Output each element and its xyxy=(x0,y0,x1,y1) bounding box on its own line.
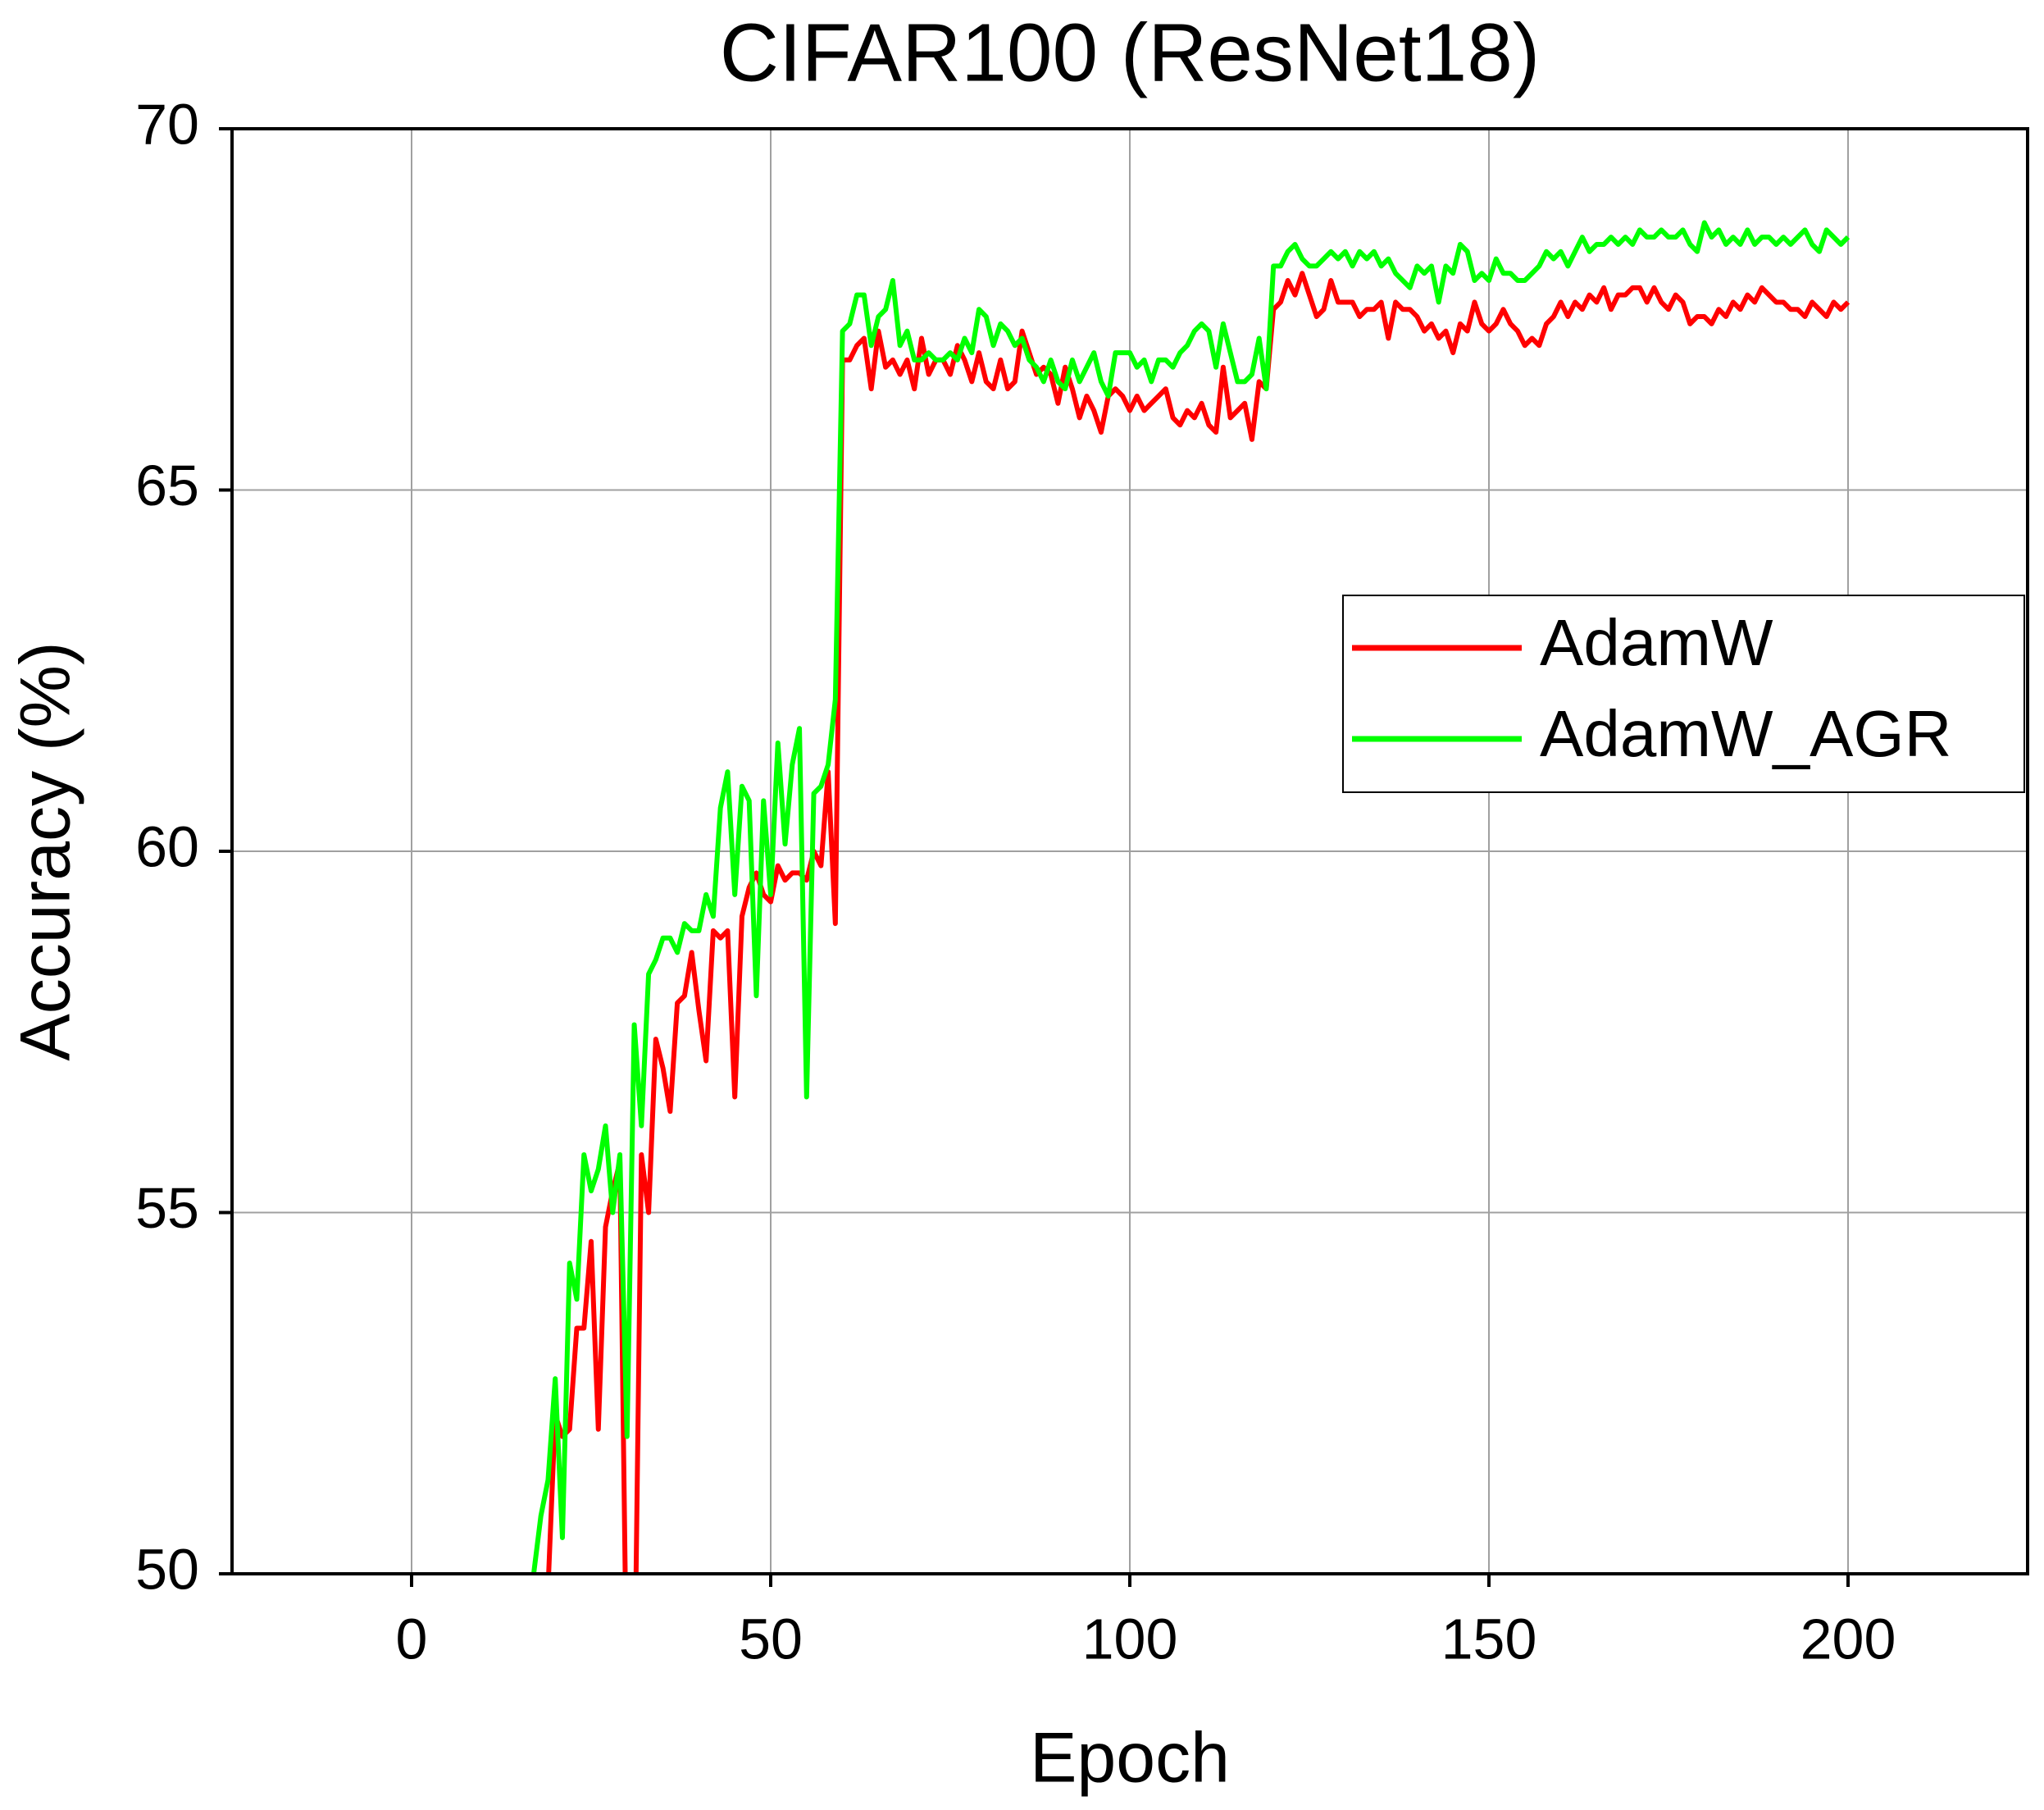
chart-title: CIFAR100 (ResNet18) xyxy=(720,7,1540,98)
x-tick-label: 0 xyxy=(396,1607,428,1671)
plot-lines xyxy=(530,220,1851,1574)
x-tick-label: 200 xyxy=(1800,1607,1896,1671)
legend: AdamW AdamW_AGR xyxy=(1342,595,2025,793)
x-tick-label: 50 xyxy=(739,1607,803,1671)
legend-label: AdamW_AGR xyxy=(1540,697,1951,770)
x-axis-label: Epoch xyxy=(1030,1719,1230,1798)
x-tick-label: 100 xyxy=(1082,1607,1178,1671)
y-axis-label: Accuracy (%) xyxy=(7,641,85,1060)
x-tick-label: 150 xyxy=(1441,1607,1537,1671)
y-tick-label: 50 xyxy=(135,1537,199,1601)
y-tick-label: 70 xyxy=(135,92,199,156)
legend-box xyxy=(1342,595,2025,793)
y-tick-label: 60 xyxy=(135,814,199,878)
series-line xyxy=(530,220,1851,1574)
y-tick-label: 65 xyxy=(135,454,199,517)
legend-label: AdamW xyxy=(1540,606,1773,679)
y-tick-label: 55 xyxy=(135,1176,199,1240)
grid xyxy=(232,128,2028,1575)
axes: 0 50 100 150 200 50 55 60 65 70 xyxy=(135,92,1896,1671)
